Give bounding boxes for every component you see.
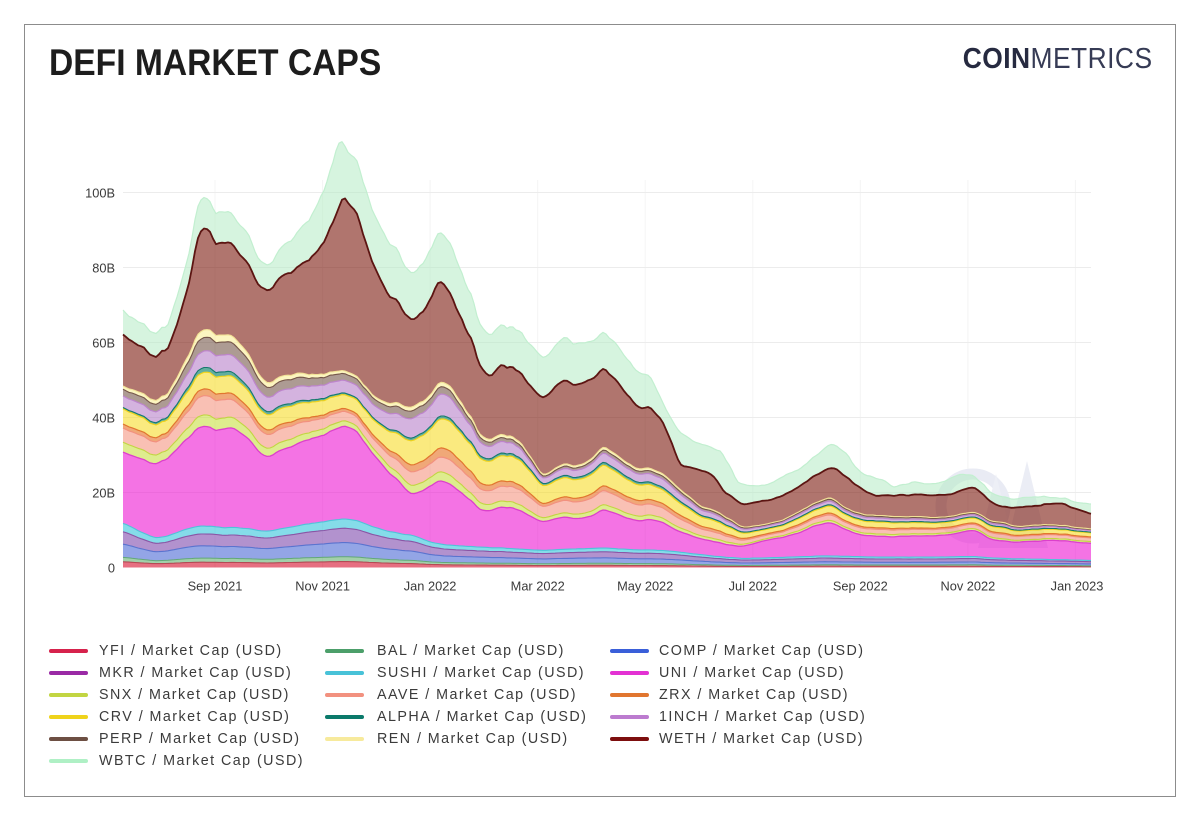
svg-text:Nov 2021: Nov 2021 bbox=[295, 579, 350, 594]
svg-text:Sep 2022: Sep 2022 bbox=[833, 579, 888, 594]
svg-text:0: 0 bbox=[108, 561, 115, 576]
svg-text:100B: 100B bbox=[85, 186, 115, 201]
svg-text:Mar 2022: Mar 2022 bbox=[511, 579, 565, 594]
svg-text:Jan 2022: Jan 2022 bbox=[404, 579, 457, 594]
svg-text:20B: 20B bbox=[92, 486, 115, 501]
svg-text:Nov 2022: Nov 2022 bbox=[941, 579, 996, 594]
svg-text:Jan 2023: Jan 2023 bbox=[1051, 579, 1104, 594]
svg-text:60B: 60B bbox=[92, 336, 115, 351]
svg-text:Jul 2022: Jul 2022 bbox=[729, 579, 777, 594]
svg-text:May 2022: May 2022 bbox=[617, 579, 673, 594]
svg-text:Sep 2021: Sep 2021 bbox=[188, 579, 243, 594]
svg-text:80B: 80B bbox=[92, 261, 115, 276]
svg-text:40B: 40B bbox=[92, 411, 115, 426]
